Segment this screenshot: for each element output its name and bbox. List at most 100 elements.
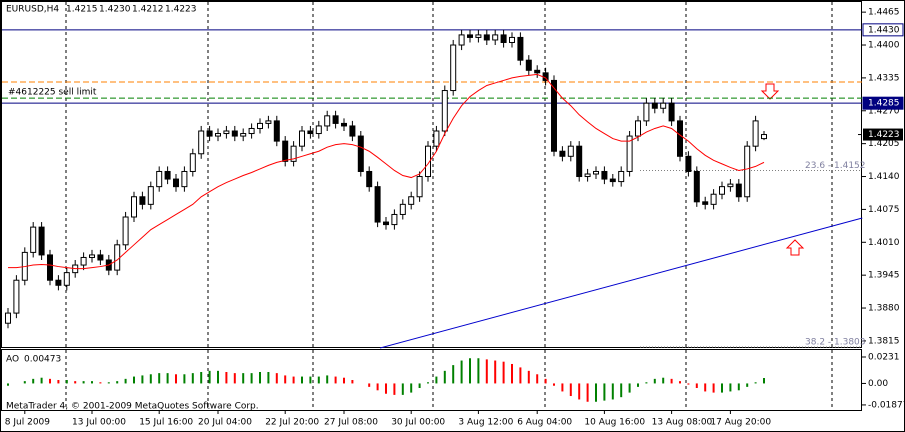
candle-body bbox=[391, 213, 398, 226]
main-panel bbox=[1, 1, 862, 348]
y-tick-label: 1.3880 bbox=[868, 304, 900, 314]
header-value: 1.4230 bbox=[99, 5, 131, 15]
candle-body bbox=[433, 130, 440, 147]
candle-body bbox=[282, 140, 289, 162]
level-box bbox=[862, 23, 904, 37]
candle-body bbox=[290, 145, 297, 162]
current-label: 1.4223 bbox=[868, 130, 900, 140]
level-label: 1.4430 bbox=[868, 25, 900, 35]
y-tick-label: -0.01877 bbox=[868, 400, 905, 410]
candle-body bbox=[341, 122, 347, 127]
sell-arrow bbox=[760, 83, 780, 100]
y-tick-label: 1.4400 bbox=[868, 41, 900, 51]
candle-body bbox=[13, 279, 20, 314]
candle-body bbox=[660, 102, 667, 109]
candle-body bbox=[475, 34, 482, 38]
y-tick-label: 1.4075 bbox=[868, 205, 900, 215]
x-tick-label: 22 Jul 20:00 bbox=[265, 418, 319, 428]
candle-body bbox=[223, 130, 230, 135]
candle-body bbox=[47, 254, 53, 281]
candle-body bbox=[702, 201, 709, 205]
candle-body bbox=[441, 90, 448, 132]
candle-body bbox=[30, 226, 37, 253]
y-tick-label: 1.3945 bbox=[868, 271, 900, 281]
x-tick-label: 6 Aug 04:00 bbox=[517, 418, 572, 428]
candle-body bbox=[727, 183, 734, 188]
candle-body bbox=[677, 120, 683, 157]
candle-body bbox=[114, 244, 121, 271]
candle-body bbox=[231, 130, 238, 137]
candle-body bbox=[357, 135, 364, 172]
candle-body bbox=[181, 170, 188, 188]
candle-body bbox=[273, 120, 280, 142]
fibo-label: 38.2 - 1.3803 bbox=[805, 337, 866, 347]
candle-body bbox=[156, 170, 163, 188]
candle-body bbox=[206, 130, 213, 137]
y-tick-label: 0.0231 bbox=[868, 352, 900, 362]
candle-body bbox=[408, 196, 415, 205]
x-tick-label: 17 Aug 20:00 bbox=[710, 418, 771, 428]
candle-body bbox=[668, 102, 675, 122]
candle-body bbox=[450, 44, 457, 92]
indicator-panel bbox=[1, 349, 862, 411]
candle-body bbox=[324, 115, 331, 127]
candle-body bbox=[551, 79, 557, 152]
candle-body bbox=[643, 102, 650, 122]
candle-body bbox=[399, 203, 406, 215]
candle-body bbox=[198, 130, 205, 155]
candle-body bbox=[147, 186, 154, 205]
y-tick-label: 1.4335 bbox=[868, 73, 900, 83]
candle-body bbox=[710, 193, 717, 205]
y-tick-label: 1.4140 bbox=[868, 172, 900, 182]
candle-body bbox=[517, 36, 524, 61]
candle-body bbox=[139, 196, 146, 205]
footer: MetaTrader 4, © 2001-2009 MetaQuotes Sof… bbox=[6, 402, 259, 412]
header-value: 1.4212 bbox=[132, 5, 164, 15]
y-tick-label: 0.00 bbox=[868, 379, 888, 389]
candle-body bbox=[299, 130, 305, 147]
candle-body bbox=[525, 59, 532, 71]
header-value: 1.4223 bbox=[165, 5, 197, 15]
candle-body bbox=[761, 134, 767, 140]
y-tick-label: 1.3815 bbox=[868, 336, 900, 346]
candle-body bbox=[173, 178, 179, 188]
candle-body bbox=[752, 120, 759, 147]
x-tick-label: 30 Jul 00:00 bbox=[391, 418, 445, 428]
order-label: #4612225 sell limit bbox=[8, 88, 97, 98]
candle-body bbox=[240, 133, 247, 137]
trendline bbox=[379, 217, 863, 349]
period-separators bbox=[65, 2, 833, 410]
candle-body bbox=[63, 272, 70, 286]
candle-body bbox=[635, 120, 641, 137]
header-value: 1.4215 bbox=[66, 5, 98, 15]
y-tick-label: 1.4465 bbox=[868, 8, 900, 18]
level-box bbox=[862, 96, 904, 110]
y-tick-label: 1.4205 bbox=[868, 139, 900, 149]
candle-body bbox=[601, 170, 608, 180]
candle-body bbox=[332, 115, 339, 124]
candle-body bbox=[609, 178, 616, 183]
level-label: 1.4285 bbox=[868, 99, 900, 109]
candle-body bbox=[559, 150, 566, 157]
x-tick-label: 27 Jul 08:00 bbox=[324, 418, 378, 428]
candle-body bbox=[374, 186, 381, 223]
x-tick-label: 13 Aug 08:00 bbox=[652, 418, 713, 428]
candle-body bbox=[97, 254, 104, 261]
y-tick-label: 1.4010 bbox=[868, 238, 900, 248]
candle-body bbox=[651, 102, 658, 109]
candle-body bbox=[122, 216, 129, 246]
candle-body bbox=[500, 34, 507, 43]
candle-body bbox=[467, 34, 473, 38]
candle-body bbox=[719, 186, 725, 195]
candle-body bbox=[458, 34, 465, 46]
x-tick-label: 20 Jul 04:00 bbox=[198, 418, 252, 428]
candle-body bbox=[618, 170, 625, 183]
candle-body bbox=[425, 145, 431, 178]
candle-body bbox=[744, 145, 751, 198]
candle-body bbox=[80, 256, 87, 266]
candle-body bbox=[38, 226, 45, 256]
candle-body bbox=[567, 145, 574, 157]
candle-body bbox=[626, 135, 633, 172]
x-tick-label: 10 Aug 16:00 bbox=[584, 418, 645, 428]
